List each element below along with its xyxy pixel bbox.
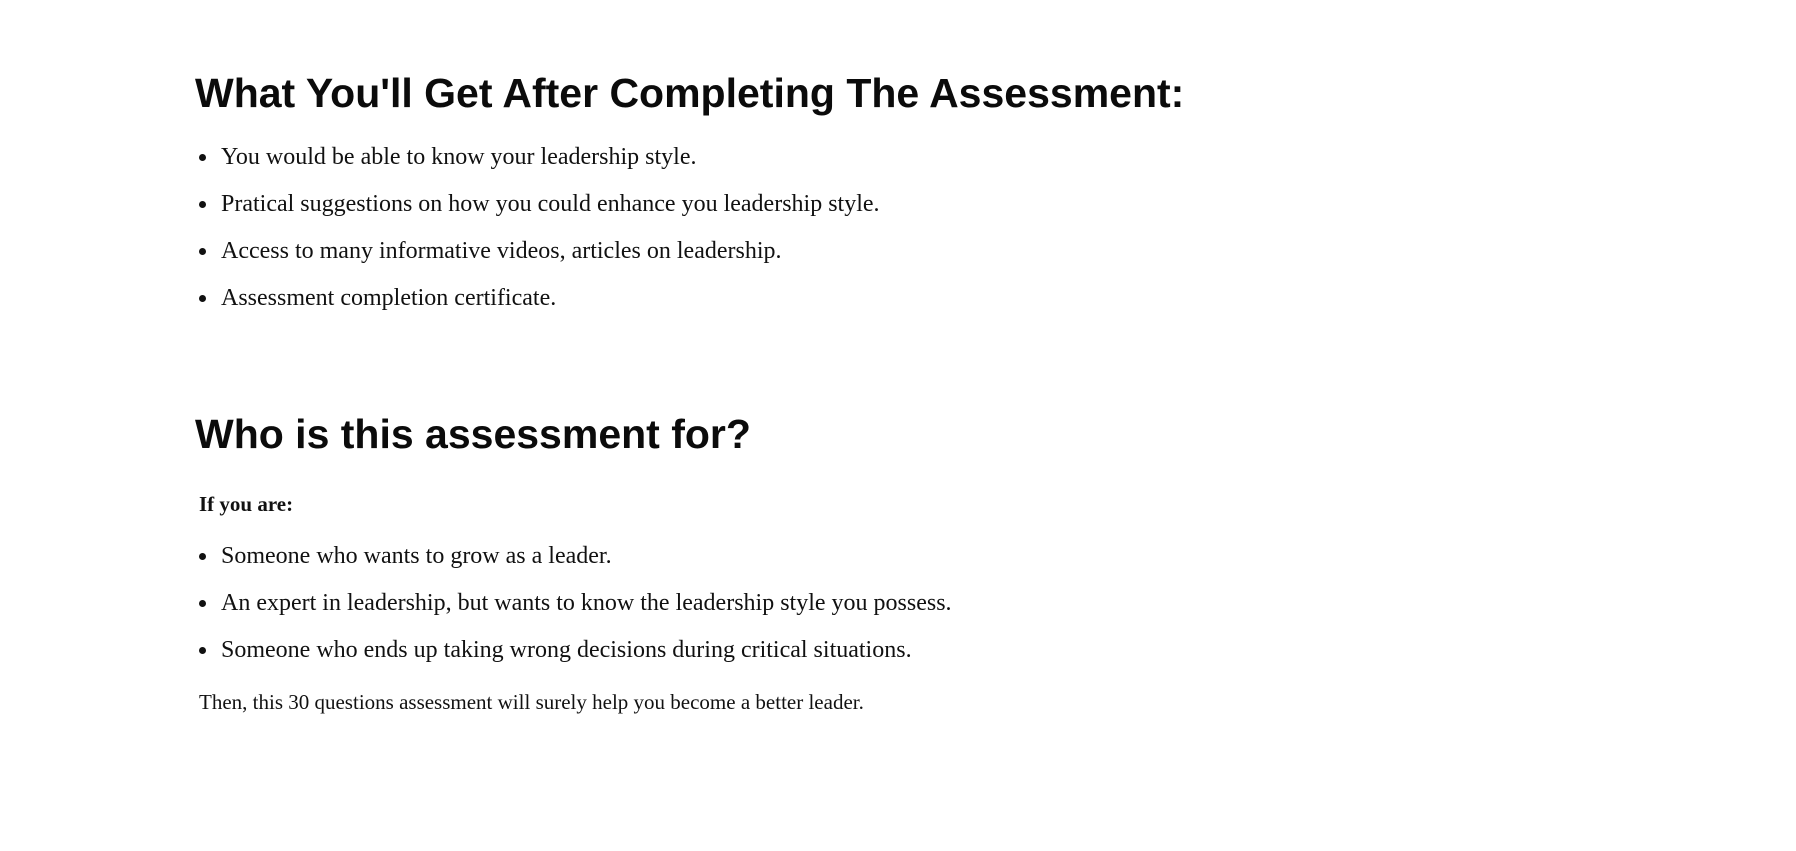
list-item-text: Assessment completion certificate.	[221, 285, 557, 311]
bullet-icon	[199, 647, 206, 654]
benefits-heading: What You'll Get After Completing The Ass…	[195, 70, 1185, 116]
list-item-text: An expert in leadership, but wants to kn…	[221, 590, 952, 616]
audience-closing-text: Then, this 30 questions assessment will …	[199, 690, 864, 714]
list-item-text: Someone who wants to grow as a leader.	[221, 543, 612, 569]
list-item: An expert in leadership, but wants to kn…	[195, 589, 1495, 617]
benefits-section: What You'll Get After Completing The Ass…	[195, 64, 1495, 331]
list-item-text: You would be able to know your leadershi…	[221, 144, 697, 170]
bullet-icon	[199, 295, 206, 302]
list-item: Assessment completion certificate.	[195, 284, 1495, 312]
list-item: Pratical suggestions on how you could en…	[195, 190, 1495, 218]
list-item-text: Pratical suggestions on how you could en…	[221, 191, 880, 217]
list-item-text: Someone who ends up taking wrong decisio…	[221, 637, 912, 663]
audience-lead-text: If you are:	[199, 492, 294, 516]
list-item: Access to many informative videos, artic…	[195, 237, 1495, 265]
bullet-icon	[199, 248, 206, 255]
audience-section: Who is this assessment for? If you are: …	[195, 405, 1495, 715]
list-item: You would be able to know your leadershi…	[195, 143, 1495, 171]
list-item: Someone who wants to grow as a leader.	[195, 542, 1495, 570]
bullet-icon	[199, 553, 206, 560]
bullet-icon	[199, 154, 206, 161]
audience-heading: Who is this assessment for?	[195, 411, 751, 457]
benefits-list: You would be able to know your leadershi…	[195, 143, 1495, 312]
list-item-text: Access to many informative videos, artic…	[221, 238, 782, 264]
bullet-icon	[199, 201, 206, 208]
audience-list: Someone who wants to grow as a leader. A…	[195, 542, 1495, 664]
list-item: Someone who ends up taking wrong decisio…	[195, 636, 1495, 664]
bullet-icon	[199, 600, 206, 607]
